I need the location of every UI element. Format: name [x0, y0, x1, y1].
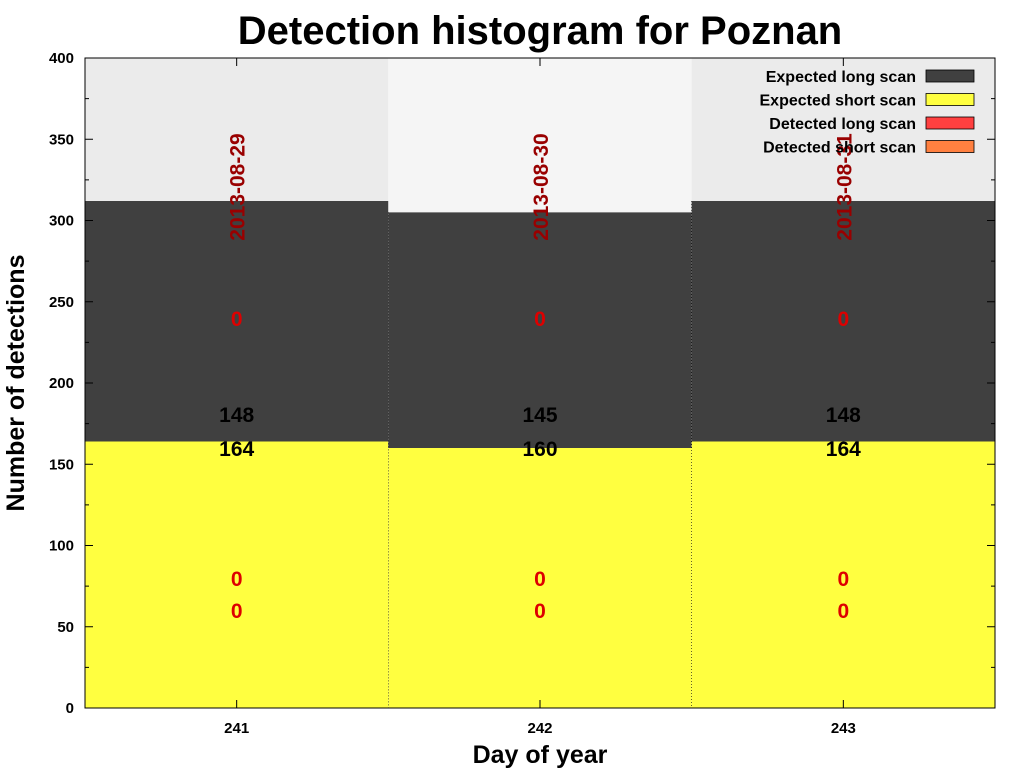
- bar-detected-total-label: 0: [231, 600, 243, 623]
- bar-date-label: 2013-08-31: [833, 133, 856, 241]
- y-tick-label: 250: [49, 294, 74, 311]
- y-axis: 0 50 100 150 200 250 300 350 400: [49, 50, 995, 717]
- y-tick-label: 0: [66, 700, 74, 717]
- bar-expected-short-label: 164: [826, 438, 861, 461]
- x-tick-label: 243: [831, 720, 856, 737]
- bar-detected-short-label: 0: [837, 568, 849, 591]
- bar-detected-short-label: 0: [534, 568, 546, 591]
- y-tick-label: 50: [57, 619, 74, 636]
- bar-detected-long-label: 0: [231, 308, 243, 331]
- y-tick-label: 400: [49, 50, 74, 67]
- legend-swatch: [925, 93, 975, 106]
- bar-detected-total-label: 0: [837, 600, 849, 623]
- legend-swatch: [925, 140, 975, 153]
- bar-date-label: 2013-08-30: [530, 133, 553, 240]
- bar-expected-short: [85, 441, 389, 708]
- bar-detected-long-label: 0: [837, 308, 849, 331]
- y-tick-label: 100: [49, 538, 74, 555]
- bar-expected-long: [691, 201, 995, 442]
- x-tick-label: 242: [527, 720, 552, 737]
- bar-expected-long-label: 145: [522, 404, 557, 427]
- y-tick-label: 200: [49, 375, 74, 392]
- bar-detected-long-label: 0: [534, 308, 546, 331]
- bars-layer: [85, 58, 995, 708]
- x-axis: 241 242 243: [224, 58, 856, 737]
- y-axis-label: Number of detections: [2, 255, 30, 512]
- x-axis-label: Day of year: [473, 741, 608, 768]
- legend-swatch: [925, 69, 975, 83]
- legend-entry-label: Expected short scan: [760, 93, 917, 110]
- bar-expected-long: [388, 212, 692, 448]
- bar-expected-long: [85, 201, 389, 442]
- bar-detected-total-label: 0: [534, 600, 546, 623]
- x-tick-label: 241: [224, 720, 249, 737]
- bar-labels-layer: 2013-08-29 0 148 164 0 0 2013-08-30 0 145 160 0 0 20…: [219, 133, 861, 623]
- y-tick-label: 350: [49, 131, 74, 148]
- y-tick-label: 150: [49, 456, 74, 473]
- bar-date-label: 2013-08-29: [227, 133, 250, 240]
- chart-title: Detection histogram for Poznan: [238, 9, 843, 53]
- bar-expected-short-label: 160: [522, 438, 557, 461]
- bar-expected-short: [388, 448, 692, 708]
- bar-expected-short-label: 164: [219, 438, 254, 461]
- legend: Expected long scan Expected short scan Det…: [760, 69, 975, 157]
- y-tick-label: 300: [49, 213, 74, 230]
- legend-entry-label: Detected long scan: [769, 116, 916, 133]
- bar-expected-long-label: 148: [219, 404, 254, 427]
- legend-entry-label: Detected short scan: [763, 140, 916, 157]
- bar-expected-long-label: 148: [826, 404, 861, 427]
- legend-swatch: [925, 116, 975, 130]
- bar-detected-short-label: 0: [231, 568, 243, 591]
- legend-entry-label: Expected long scan: [766, 69, 916, 86]
- bar-expected-short: [691, 441, 995, 708]
